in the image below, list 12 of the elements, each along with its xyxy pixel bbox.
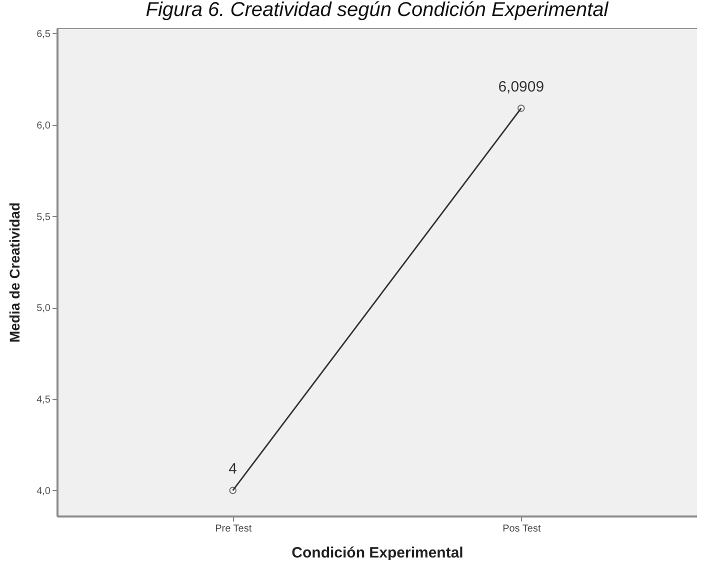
- x-tick-label: Pre Test: [215, 524, 252, 534]
- y-axis-title: Media de Creatividad: [6, 202, 23, 343]
- chart-title: Figura 6. Creatividad según Condición Experimental: [146, 0, 609, 21]
- y-tick-label: 5,0: [36, 303, 51, 314]
- data-label: 4: [228, 460, 238, 478]
- y-tick-label: 6,0: [36, 120, 51, 132]
- y-tick-label: 5,5: [36, 212, 51, 223]
- y-tick-label: 4,5: [36, 394, 51, 406]
- y-tick-label: 6,5: [36, 28, 51, 40]
- data-label: 6,0909: [498, 78, 544, 96]
- x-tick-label: Pos Test: [502, 524, 541, 534]
- y-tick-label: 4,0: [36, 486, 51, 497]
